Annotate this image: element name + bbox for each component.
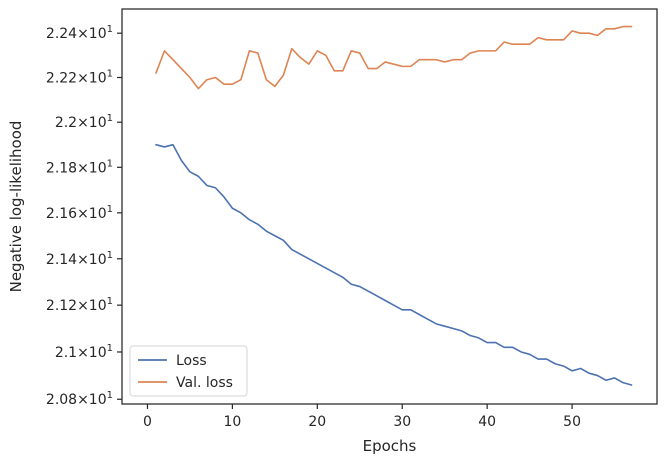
- y-tick-label: 2.2×101: [55, 113, 113, 131]
- x-axis-ticks: 0 10 20 30 40 50: [143, 404, 581, 430]
- plot-area: [122, 9, 657, 404]
- y-tick-label: 2.22×101: [46, 68, 113, 86]
- legend-label-2: Val. loss: [176, 375, 233, 391]
- legend: Loss Val. loss: [129, 345, 248, 397]
- series-layer: [155, 25, 633, 386]
- series-line-1: [155, 143, 633, 386]
- y-tick-label: 2.14×101: [46, 250, 113, 268]
- legend-box: [129, 345, 248, 397]
- series-line-2: [155, 25, 633, 90]
- y-tick-label: 2.24×101: [46, 24, 113, 42]
- y-tick-label: 2.12×101: [46, 296, 113, 314]
- x-axis-label: Epochs: [363, 437, 417, 455]
- y-tick-label: 2.1×101: [55, 343, 113, 361]
- legend-label-1: Loss: [176, 353, 207, 369]
- y-tick-label: 2.08×101: [46, 390, 113, 408]
- y-axis-ticks: 2.08×101 2.1×101 2.12×101 2.14×101 2.16×101 2…: [46, 24, 122, 408]
- x-tick-label: 30: [393, 414, 411, 430]
- y-tick-label: 2.16×101: [46, 204, 113, 222]
- x-tick-label: 0: [143, 414, 152, 430]
- x-tick-label: 20: [308, 414, 326, 430]
- x-tick-label: 10: [223, 414, 241, 430]
- x-tick-label: 50: [563, 414, 581, 430]
- y-axis-label: Negative log-likelihood: [7, 121, 25, 293]
- y-tick-label: 2.18×101: [46, 158, 113, 176]
- x-tick-label: 40: [478, 414, 496, 430]
- plot-frame: [121, 8, 658, 405]
